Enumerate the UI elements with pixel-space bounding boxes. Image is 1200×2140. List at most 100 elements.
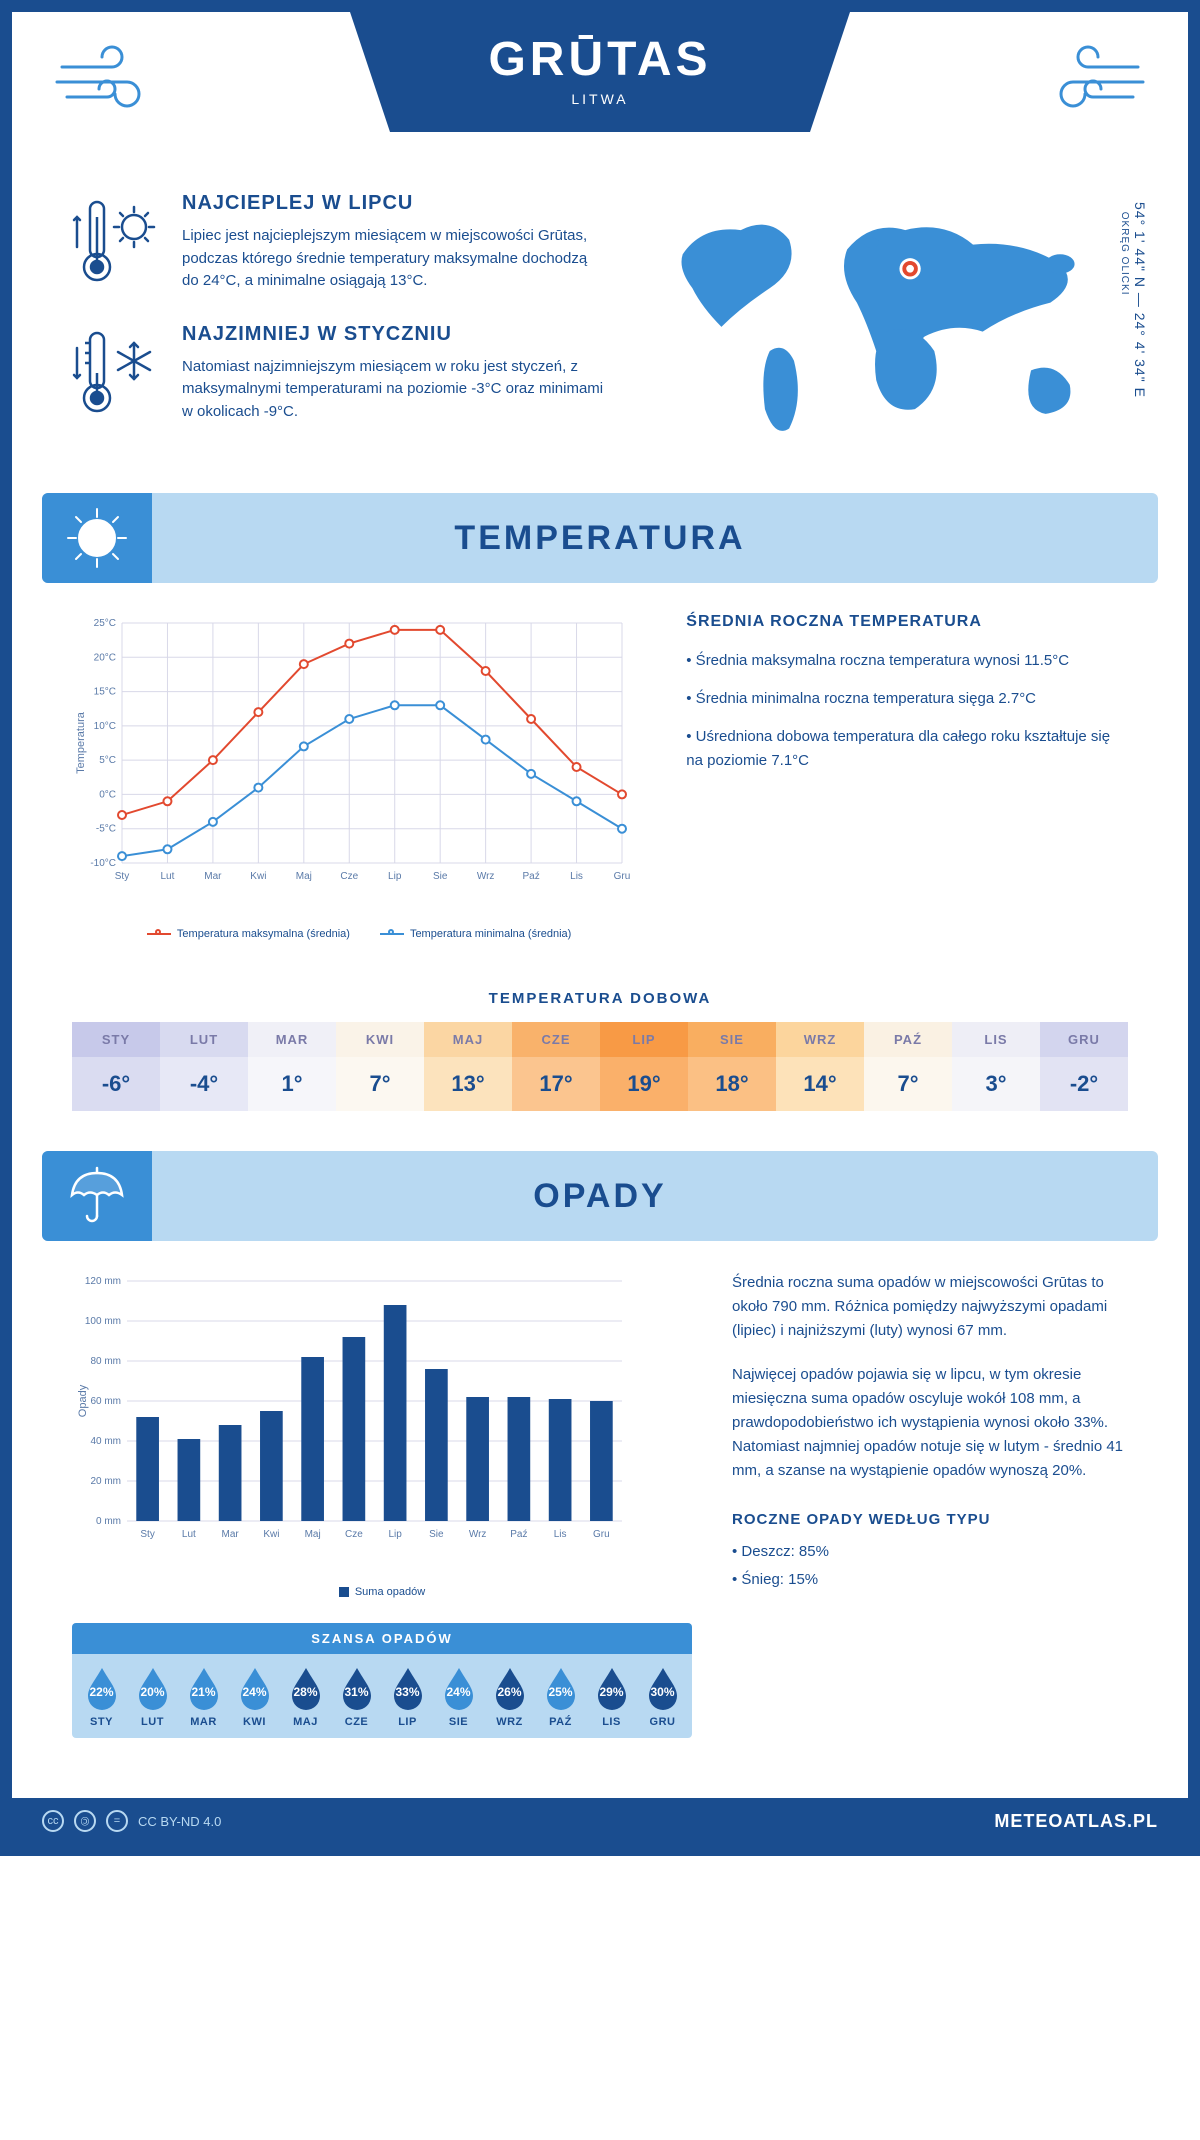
svg-text:Cze: Cze [340,871,358,882]
by-icon: 🄯 [74,1810,96,1832]
fact-warmest: NAJCIEPLEJ W LIPCU Lipiec jest najcieple… [72,192,604,293]
raindrop-icon: 31% [339,1666,375,1710]
daily-month-value: -2° [1040,1057,1128,1111]
svg-text:-10°C: -10°C [90,858,116,869]
svg-text:Lis: Lis [554,1529,567,1540]
daily-month-value: 1° [248,1057,336,1111]
svg-text:Sie: Sie [433,871,448,882]
precipitation-section-banner: OPADY [42,1151,1158,1241]
daily-month-value: -4° [160,1057,248,1111]
thermometer-sun-icon [72,192,162,293]
temperature-info-title: ŚREDNIA ROCZNA TEMPERATURA [686,613,1128,631]
chance-month: LUT [127,1716,178,1728]
chance-cell: 31% CZE [331,1666,382,1728]
daily-month-value: 7° [336,1057,424,1111]
daily-month-header: LIP [600,1022,688,1057]
svg-text:0 mm: 0 mm [96,1516,121,1527]
chance-month: GRU [637,1716,688,1728]
svg-text:Lut: Lut [161,871,175,882]
raindrop-icon: 33% [390,1666,426,1710]
daily-month-value: 19° [600,1057,688,1111]
nd-icon: = [106,1810,128,1832]
svg-text:Gru: Gru [593,1529,610,1540]
license-text: CC BY-ND 4.0 [138,1814,221,1829]
temperature-legend: Temperatura maksymalna (średnia) Temperat… [72,928,646,940]
daily-month-header: STY [72,1022,160,1057]
precip-type-bullet: • Śnieg: 15% [732,1568,1128,1592]
fact-coldest-text: Natomiast najzimniejszym miesiącem w rok… [182,356,604,424]
coord-lon: 24° 4' 34" E [1132,313,1148,398]
fact-warmest-title: NAJCIEPLEJ W LIPCU [182,192,604,215]
svg-text:0°C: 0°C [99,789,116,800]
precip-para2: Najwięcej opadów pojawia się w lipcu, w … [732,1363,1128,1483]
svg-text:Opady: Opady [77,1384,89,1417]
fact-coldest: NAJZIMNIEJ W STYCZNIU Natomiast najzimni… [72,323,604,424]
svg-text:Lis: Lis [570,871,583,882]
umbrella-icon [42,1151,152,1241]
svg-text:10°C: 10°C [94,721,116,732]
raindrop-icon: 25% [543,1666,579,1710]
raindrop-icon: 24% [441,1666,477,1710]
svg-text:Temperatura: Temperatura [75,711,87,774]
daily-month-value: 18° [688,1057,776,1111]
chance-cell: 21%MAR [178,1666,229,1728]
daily-month-value: -6° [72,1057,160,1111]
chance-month: LIP [382,1716,433,1728]
svg-text:60 mm: 60 mm [90,1396,121,1407]
precipitation-row: 0 mm20 mm40 mm60 mm80 mm100 mm120 mmStyL… [12,1271,1188,1758]
chance-cell: 24%SIE [433,1666,484,1728]
svg-text:Paź: Paź [510,1529,527,1540]
precip-type-bullet: • Deszcz: 85% [732,1540,1128,1564]
temperature-bullet: • Uśredniona dobowa temperatura dla całe… [686,725,1128,773]
raindrop-icon: 30% [645,1666,681,1710]
svg-text:Sty: Sty [140,1529,154,1540]
svg-text:5°C: 5°C [99,755,116,766]
thermometer-snowflake-icon [72,323,162,424]
temperature-chart: -10°C-5°C0°C5°C10°C15°C20°C25°CStyLutMar… [72,613,646,940]
svg-text:20 mm: 20 mm [90,1476,121,1487]
daily-month-value: 3° [952,1057,1040,1111]
daily-month-header: KWI [336,1022,424,1057]
temperature-bullet: • Średnia maksymalna roczna temperatura … [686,649,1128,673]
daily-month-value: 17° [512,1057,600,1111]
daily-temp-cell: PAŹ7° [864,1022,952,1111]
daily-temp-cell: SIE18° [688,1022,776,1111]
daily-temp-cell: GRU-2° [1040,1022,1128,1111]
legend-item: Temperatura maksymalna (średnia) [147,928,350,940]
chance-cell: 24%KWI [229,1666,280,1728]
svg-text:120 mm: 120 mm [85,1276,121,1287]
daily-month-header: SIE [688,1022,776,1057]
temperature-row: -10°C-5°C0°C5°C10°C15°C20°C25°CStyLutMar… [12,613,1188,970]
svg-text:Lip: Lip [388,1529,402,1540]
daily-temp-cell: MAJ13° [424,1022,512,1111]
svg-text:Mar: Mar [204,871,222,882]
daily-temperature-table: STY-6°LUT-4°MAR1°KWI7°MAJ13°CZE17°LIP19°… [72,1022,1128,1111]
raindrop-icon: 20% [135,1666,171,1710]
svg-text:25°C: 25°C [94,618,116,629]
chance-month: KWI [229,1716,280,1728]
svg-text:100 mm: 100 mm [85,1316,121,1327]
daily-month-header: WRZ [776,1022,864,1057]
chance-month: CZE [331,1716,382,1728]
svg-text:Maj: Maj [305,1529,321,1540]
temperature-title: TEMPERATURA [454,519,745,558]
daily-month-value: 14° [776,1057,864,1111]
footer-site: METEOATLAS.PL [994,1811,1158,1832]
location-title: GRŪTAS [430,32,770,87]
raindrop-icon: 21% [186,1666,222,1710]
svg-text:Mar: Mar [222,1529,240,1540]
daily-month-value: 13° [424,1057,512,1111]
header: GRŪTAS LITWA [12,12,1188,162]
daily-month-header: MAJ [424,1022,512,1057]
coord-lat: 54° 1' 44" N [1132,202,1148,288]
svg-text:40 mm: 40 mm [90,1436,121,1447]
svg-text:Cze: Cze [345,1529,363,1540]
svg-text:Kwi: Kwi [263,1529,279,1540]
chance-title: SZANSA OPADÓW [72,1623,692,1654]
chance-cell: 28%MAJ [280,1666,331,1728]
legend-item: Temperatura minimalna (średnia) [380,928,571,940]
coordinates: 54° 1' 44" N — 24° 4' 34" E OKRĘG OLICKI [1116,202,1148,453]
svg-text:-5°C: -5°C [96,824,116,835]
temperature-bullet: • Średnia minimalna roczna temperatura s… [686,687,1128,711]
wind-decoration-right-icon [1038,42,1148,126]
